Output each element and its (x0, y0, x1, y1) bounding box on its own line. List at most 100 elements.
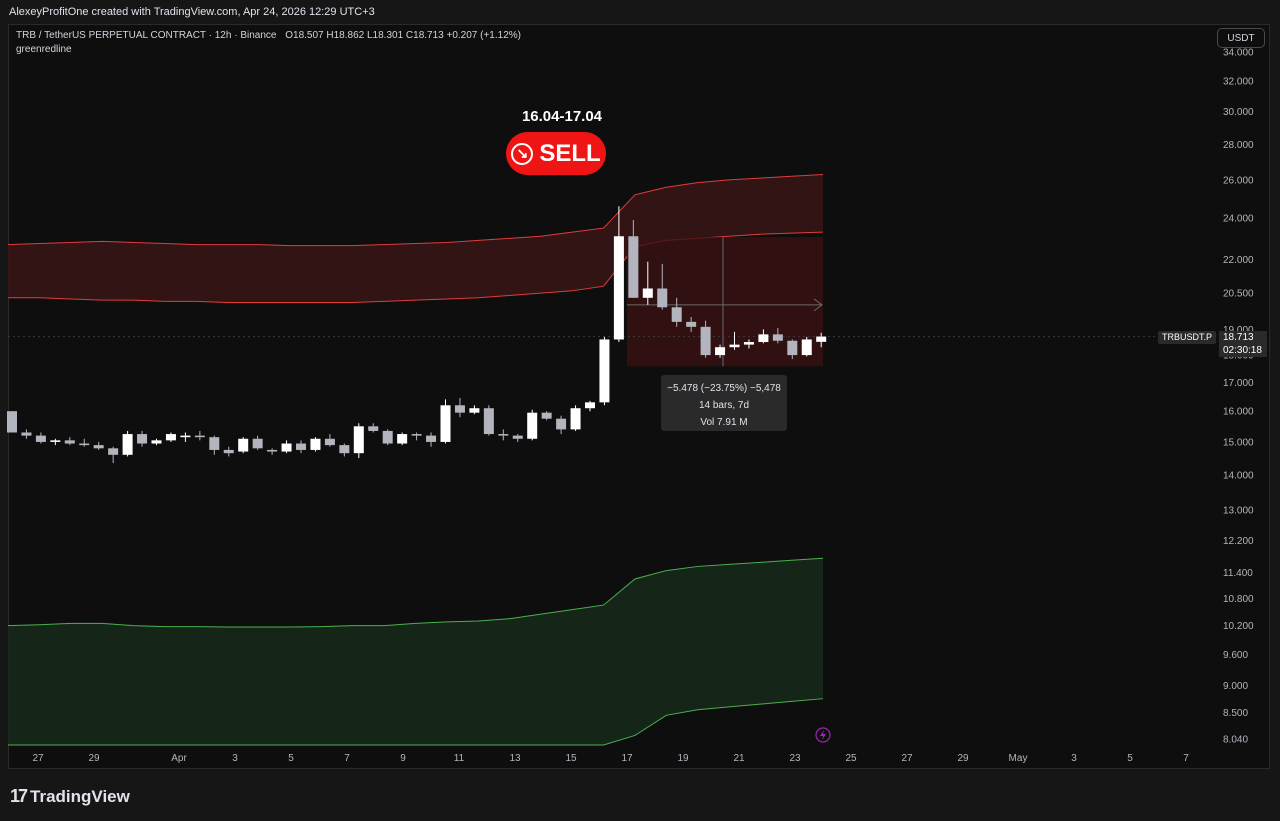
signal-period: 16.04-17.04 (521, 108, 603, 125)
candle-body (267, 449, 278, 452)
y-tick-label: 28.000 (1223, 140, 1254, 151)
legend-symbol: TRB / TetherUS PERPETUAL CONTRACT · 12h … (16, 30, 277, 41)
candle-body (296, 443, 306, 450)
candle-body (729, 344, 740, 348)
y-tick-label: 12.200 (1223, 536, 1254, 547)
candle-body (613, 236, 624, 340)
x-tick-label: 29 (957, 753, 969, 764)
y-tick-label: 16.000 (1223, 407, 1254, 418)
y-tick-label: 11.400 (1223, 568, 1253, 579)
x-tick-label: 7 (1183, 753, 1189, 764)
tv-logo-icon: 17 (10, 786, 28, 806)
candle-body (339, 445, 350, 454)
tradingview-logo[interactable]: 17 TradingView (10, 786, 130, 807)
candle-body (700, 326, 711, 356)
y-tick-label: 17.000 (1223, 378, 1254, 389)
y-tick-label: 14.000 (1223, 470, 1254, 481)
candle-body (137, 434, 148, 444)
legend-title: TRB / TetherUS PERPETUAL CONTRACT · 12h … (16, 30, 521, 41)
candle-body (787, 340, 798, 356)
candle-body (628, 236, 639, 298)
candle-body (801, 339, 812, 356)
candle-body (556, 418, 567, 430)
bar-countdown: 02:30:18 (1223, 345, 1262, 356)
currency-button[interactable]: USDT (1217, 28, 1265, 48)
measure-bars: 14 bars, 7d (698, 400, 750, 411)
candle-body (35, 435, 46, 442)
x-tick-label: 27 (901, 753, 913, 764)
y-tick-label: 8.040 (1223, 735, 1248, 746)
candle-body (772, 334, 783, 341)
candle-body (180, 435, 191, 438)
last-price: 18.713 (1223, 332, 1254, 343)
candle-body (657, 288, 668, 308)
y-tick-label: 9.000 (1223, 681, 1248, 692)
y-tick-label: 34.000 (1223, 48, 1254, 59)
header-bar: AlexeyProfitOne created with TradingView… (0, 0, 1280, 24)
measure-arrow-right (813, 298, 823, 312)
x-tick-label: 17 (621, 753, 633, 764)
y-tick-label: 22.000 (1223, 255, 1254, 266)
candle-body (7, 411, 17, 433)
candle-body (454, 405, 465, 413)
candle-body (585, 402, 595, 409)
candle-body (93, 445, 104, 449)
candle-body (758, 334, 769, 343)
sell-signal[interactable]: ↘ SELL (506, 132, 606, 175)
y-tick-label: 32.000 (1223, 77, 1254, 88)
y-tick-label: 26.000 (1223, 175, 1254, 186)
legend-indicator[interactable]: greenredline (16, 44, 72, 55)
x-tick-label: May (1009, 753, 1028, 764)
y-tick-label: 13.000 (1223, 506, 1254, 517)
candle-body (122, 434, 133, 455)
x-tick-label: 29 (88, 753, 100, 764)
candle-body (64, 440, 75, 444)
candle-body (79, 443, 90, 446)
y-tick-label: 19.000 (1223, 325, 1254, 336)
legend-ohlc: O18.507 H18.862 L18.301 C18.713 +0.207 (… (285, 30, 521, 41)
y-tick-label: 10.800 (1223, 594, 1254, 605)
y-tick-label: 15.000 (1223, 437, 1254, 448)
measure-tooltip: −5.478 (−23.75%) −5,478 14 bars, 7d Vol … (661, 375, 787, 431)
candle-body (151, 440, 162, 444)
x-tick-label: 13 (509, 753, 521, 764)
candle-body (642, 288, 653, 298)
header-credit: AlexeyProfitOne created with TradingView… (9, 6, 375, 18)
candle-body (426, 435, 437, 442)
candle-body (281, 443, 292, 452)
lightning-bolt (820, 730, 826, 740)
candle-body (353, 426, 364, 454)
sell-label: SELL (539, 139, 601, 167)
candle-body (512, 435, 523, 439)
x-tick-label: 3 (1071, 753, 1077, 764)
upper-band-top-line (7, 173, 824, 247)
candle-body (50, 440, 61, 442)
candle-body (108, 448, 119, 455)
x-tick-label: 5 (1127, 753, 1133, 764)
candle-body (310, 438, 321, 450)
x-tick-label: 15 (565, 753, 577, 764)
measure-volume: Vol 7.91 M (700, 417, 748, 428)
candle-body (816, 336, 827, 342)
candle-body (671, 307, 682, 322)
y-tick-label: 30.000 (1223, 107, 1254, 118)
candle-body (252, 438, 263, 449)
y-tick-label: 20.500 (1223, 289, 1254, 300)
symbol-tag: TRBUSDT.P (1158, 331, 1216, 344)
candle-body (397, 434, 408, 444)
lower-band-bottom-line (8, 698, 824, 746)
lightning-icon (815, 727, 831, 743)
y-tick-label: 9.600 (1223, 650, 1248, 661)
x-tick-label: Apr (171, 753, 187, 764)
x-tick-label: 11 (454, 753, 465, 764)
candle-body (223, 449, 234, 454)
candle-body (440, 405, 451, 442)
y-tick-label: 8.500 (1223, 708, 1248, 719)
x-tick-label: 7 (344, 753, 350, 764)
candle-body (238, 438, 249, 452)
x-tick-label: 3 (232, 753, 238, 764)
candle-body (469, 408, 480, 413)
candle-body (194, 435, 205, 438)
candle-body (570, 408, 581, 430)
